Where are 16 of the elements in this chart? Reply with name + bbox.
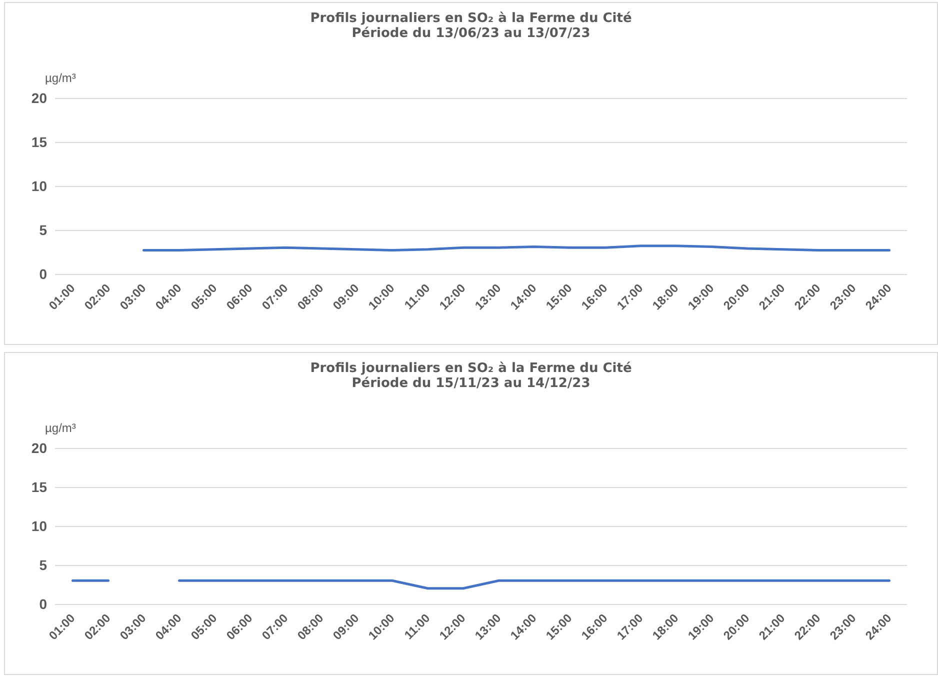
- y-tick-label: 20: [31, 90, 48, 106]
- y-tick-label: 5: [39, 222, 48, 238]
- y-tick-label: 0: [39, 596, 48, 612]
- chart-subtitle: Période du 13/06/23 au 13/07/23: [352, 26, 590, 41]
- y-tick-label: 5: [39, 557, 48, 573]
- chart-subtitle: Période du 15/11/23 au 14/12/23: [352, 376, 590, 391]
- chart-title: Profils journaliers en SO₂ à la Ferme du Cité: [310, 361, 632, 376]
- y-tick-label: 20: [31, 440, 48, 456]
- y-tick-label: 10: [31, 518, 48, 534]
- y-tick-label: 15: [31, 479, 48, 495]
- y-tick-label: 15: [31, 134, 48, 150]
- chart-title: Profils journaliers en SO₂ à la Ferme du Cité: [310, 11, 632, 26]
- y-tick-label: 0: [39, 266, 48, 282]
- y-axis-title: µg/m³: [45, 421, 76, 435]
- y-axis-title: µg/m³: [45, 71, 76, 85]
- y-tick-label: 10: [31, 178, 48, 194]
